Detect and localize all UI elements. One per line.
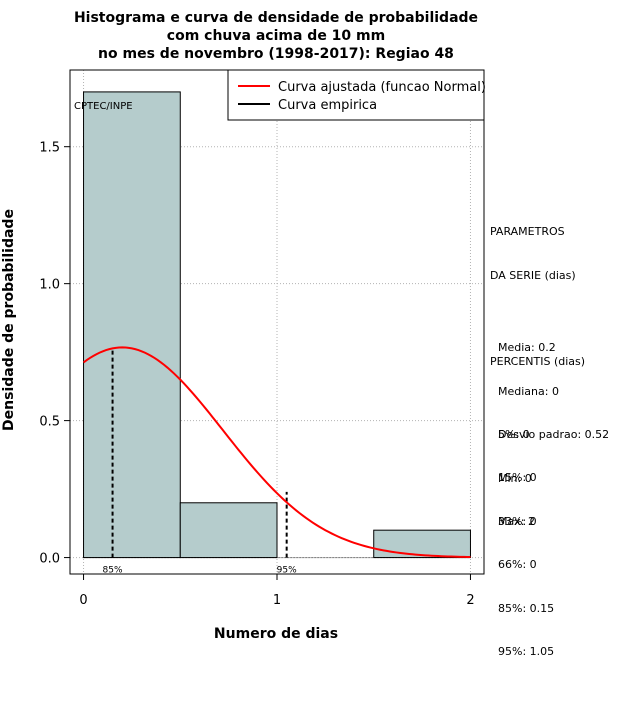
title-line-2: com chuva acima de 10 mm [167,28,385,44]
title-line-3: no mes de novembro (1998-2017): Regiao 4… [98,46,454,62]
title-line-1: Histograma e curva de densidade de proba… [74,10,478,26]
y-tick-label-2: 1.0 [39,278,60,293]
percentil-5: 5%: 0 [498,427,530,441]
x-tick-label-1: 1 [273,593,281,608]
params-title-line-1: PARAMETROS [490,225,565,238]
percentil-33: 33%: 0 [498,514,537,528]
fitted-normal-curve [82,346,471,559]
credit-label: CPTEC/INPE [74,101,133,112]
legend-label-fitted: Curva ajustada (funcao Normal) [278,80,486,95]
percentil-15: 15%: 0 [498,471,537,484]
param-max: Max: 2 [498,515,535,528]
histogram-bars [83,91,471,559]
y-tick-label-1: 0.5 [39,415,60,430]
legend-box [227,69,485,121]
legend: Curva ajustada (funcao Normal) Curva empi… [227,69,486,121]
percentil-95: 95%: 1.05 [498,645,555,658]
y-axis-label: Densidade de probabilidade [1,209,17,431]
percentile-markers: 85% 95% [103,348,297,576]
x-tick-label-0: 0 [79,593,87,608]
y-tick-label-3: 1.5 [39,141,60,156]
percentiles-panel: PERCENTIS (dias) 5%: 0 15%: 0 33%: 0 66%… [490,326,585,703]
percentile-marker-label-1: 95% [277,566,297,576]
params-title-line-2: DA SERIE (dias) [490,268,576,282]
percentil-85: 85%: 0.15 [498,601,555,615]
legend-label-empirical: Curva empirica [278,98,377,113]
percentis-title: PERCENTIS (dias) [490,355,586,368]
percentile-marker-label-0: 85% [103,566,123,576]
histogram-bar-3 [373,529,471,559]
param-mediana: Mediana: 0 [498,384,559,398]
fitted-curve-layer [82,346,471,559]
histogram-bar-1 [179,502,278,559]
axes: 0 1 2 0.0 0.5 1.0 1.5 [39,141,474,608]
percentil-66: 66%: 0 [498,558,537,571]
x-tick-label-2: 2 [466,593,474,608]
histogram-bar-0 [83,91,181,559]
param-media: Media: 0.2 [498,341,556,354]
x-axis-label: Numero de dias [214,626,338,642]
param-desvio-padrao: Desvio padrao: 0.52 [498,428,610,441]
histogram-chart: Histograma e curva de densidade de proba… [1,10,486,642]
param-min: Min: 0 [498,471,532,485]
series-parameters-panel: PARAMETROS DA SERIE (dias) Media: 0.2 Me… [490,196,609,573]
chart-title: Histograma e curva de densidade de proba… [74,10,478,62]
y-tick-label-0: 0.0 [39,552,60,567]
